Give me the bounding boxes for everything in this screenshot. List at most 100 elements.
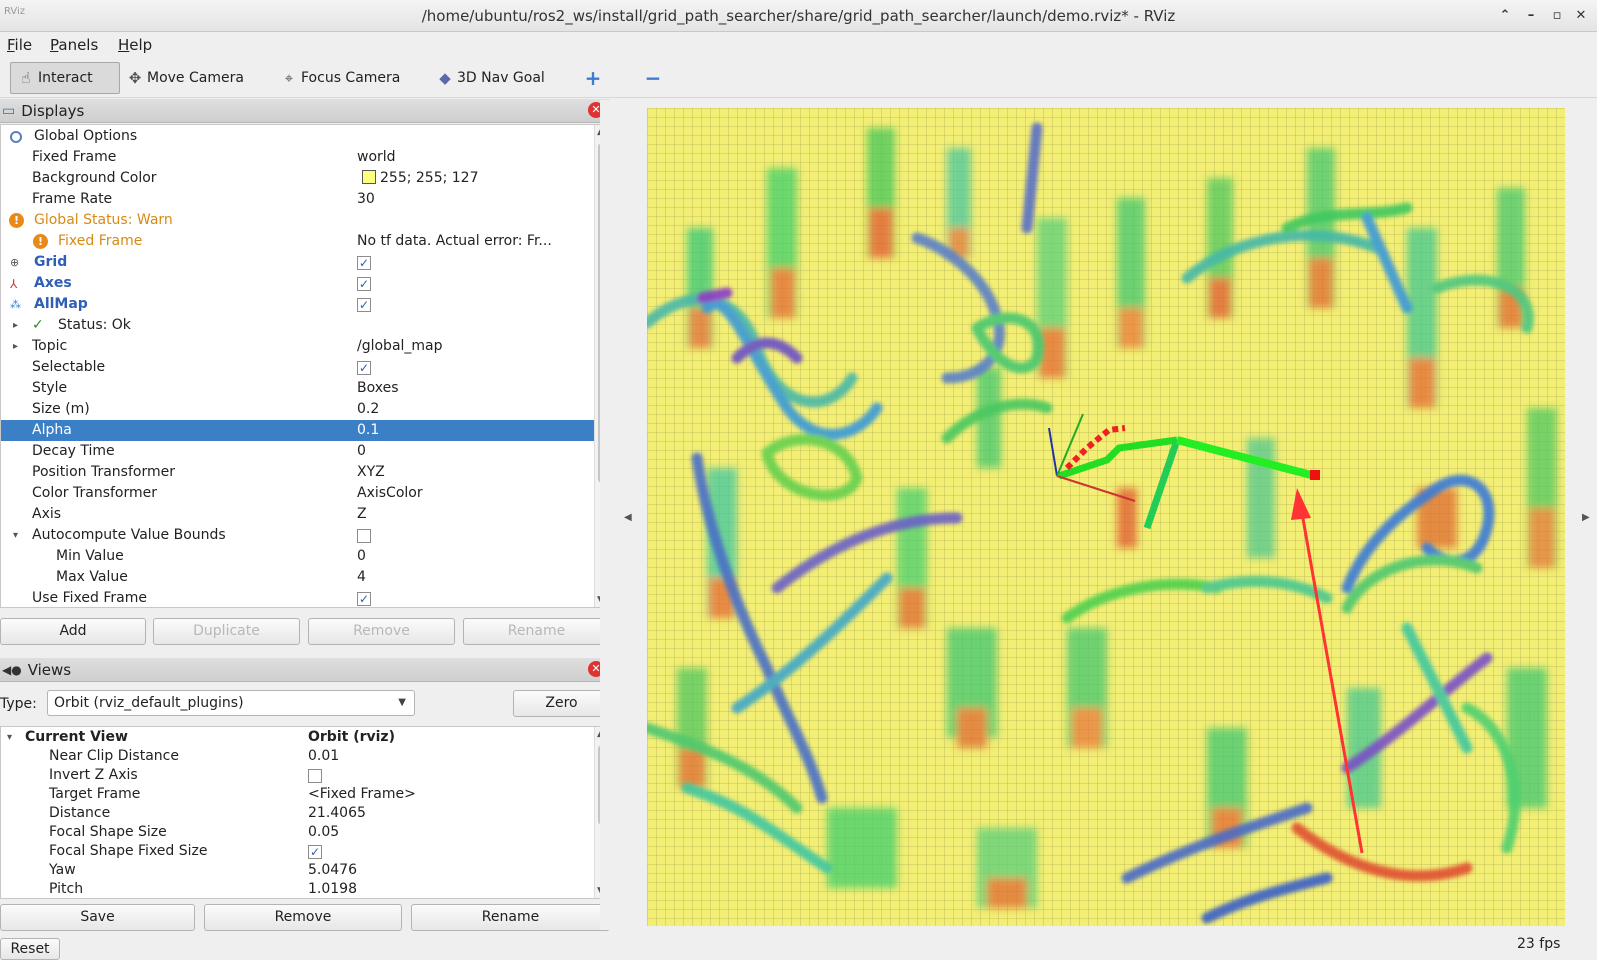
remove-view-button[interactable]: Remove bbox=[204, 904, 402, 931]
tree-row-size[interactable]: Size (m) 0.2 bbox=[32, 401, 380, 417]
planned-path bbox=[1048, 413, 1320, 530]
tree-row-use-fixed-frame[interactable]: Use Fixed Frame ✓ bbox=[32, 590, 371, 606]
reset-button[interactable]: Reset bbox=[0, 938, 60, 960]
tree-row-frame-rate[interactable]: Frame Rate 30 bbox=[32, 191, 375, 207]
tree-row-min-value[interactable]: Min Value 0 bbox=[56, 548, 366, 564]
tree-row-allmap[interactable]: ⁂ AllMap ✓ bbox=[10, 296, 371, 312]
warning-icon: ! bbox=[33, 234, 48, 249]
invert-z-checkbox[interactable] bbox=[308, 769, 322, 783]
tree-row-autocompute[interactable]: ▾ Autocompute Value Bounds bbox=[1, 525, 595, 546]
view-type-label: Type: bbox=[0, 696, 37, 712]
menu-file[interactable]: File bbox=[7, 36, 33, 54]
obstacle-columns bbox=[677, 128, 1557, 908]
grid-enabled-checkbox[interactable]: ✓ bbox=[357, 256, 371, 270]
collapse-arrow-icon[interactable]: ▾ bbox=[13, 530, 19, 541]
remove-tool-button[interactable]: − bbox=[638, 62, 671, 94]
save-view-button[interactable]: Save bbox=[0, 904, 195, 931]
camera-icon: ◀● bbox=[2, 662, 22, 677]
nav-goal-tool-button[interactable]: ◆ 3D Nav Goal bbox=[430, 62, 551, 94]
tree-row-invert-z[interactable]: Invert Z Axis bbox=[1, 766, 595, 785]
tree-row-fixed-frame-status[interactable]: ! Fixed Frame No tf data. Actual error: … bbox=[1, 231, 595, 252]
tool-bar: ☝ Interact ✥ Move Camera ⌖ Focus Camera … bbox=[0, 58, 1597, 98]
minimize-button[interactable]: – bbox=[1527, 8, 1535, 23]
3d-scene[interactable] bbox=[647, 108, 1565, 926]
selectable-checkbox[interactable]: ✓ bbox=[357, 361, 371, 375]
tree-row-position-transformer[interactable]: Position Transformer XYZ bbox=[32, 464, 385, 480]
displays-tree: Global Options Fixed Frame world Backgro… bbox=[0, 124, 611, 608]
diamond-icon: ◆ bbox=[439, 69, 451, 87]
collapse-left-arrow-icon[interactable]: ◀ bbox=[624, 512, 632, 523]
tree-row-focal-shape-size[interactable]: Focal Shape Size 0.05 bbox=[49, 824, 340, 840]
tree-row-style[interactable]: Style Boxes bbox=[32, 380, 399, 396]
hand-pointer-icon: ☝ bbox=[21, 69, 31, 87]
tree-row-yaw[interactable]: Yaw 5.0476 bbox=[49, 862, 357, 878]
interact-tool-button[interactable]: ☝ Interact bbox=[10, 62, 120, 94]
tree-row-near-clip[interactable]: Near Clip Distance 0.01 bbox=[49, 748, 340, 764]
move-camera-tool-button[interactable]: ✥ Move Camera bbox=[120, 62, 250, 94]
add-display-button[interactable]: Add bbox=[0, 618, 146, 645]
tree-row-target-frame[interactable]: Target Frame <Fixed Frame> bbox=[49, 786, 416, 802]
allmap-enabled-checkbox[interactable]: ✓ bbox=[357, 298, 371, 312]
tree-row-max-value[interactable]: Max Value 4 bbox=[56, 569, 366, 585]
tree-row-focal-shape-fixed[interactable]: Focal Shape Fixed Size ✓ bbox=[49, 843, 322, 859]
annotation-arrow bbox=[1291, 488, 1364, 854]
views-panel-header: ◀● Views ✕ bbox=[0, 658, 610, 682]
monitor-icon: ▭ bbox=[2, 102, 16, 119]
minus-icon: − bbox=[644, 66, 662, 90]
restore-button[interactable]: ▫ bbox=[1552, 8, 1562, 23]
tree-row-alpha[interactable]: Alpha 0.1 bbox=[1, 420, 595, 441]
tree-row-pitch[interactable]: Pitch 1.0198 bbox=[49, 881, 357, 897]
3d-viewport[interactable] bbox=[647, 108, 1565, 926]
collapse-right-arrow-icon[interactable]: ▶ bbox=[1582, 512, 1590, 523]
remove-display-button[interactable]: Remove bbox=[308, 618, 455, 645]
checkmark-icon: ✓ bbox=[32, 317, 44, 333]
tree-row-status-ok[interactable]: ▸ ✓ Status: Ok bbox=[1, 315, 595, 336]
displays-panel-header: ▭ Displays ✕ bbox=[0, 99, 610, 123]
zero-view-button[interactable]: Zero bbox=[513, 690, 610, 717]
add-tool-button[interactable]: + bbox=[578, 62, 611, 94]
color-swatch[interactable] bbox=[362, 170, 376, 184]
tree-row-current-view[interactable]: ▾ Current View Orbit (rviz) bbox=[7, 729, 395, 745]
point-cloud-icon: ⁂ bbox=[10, 298, 21, 311]
tree-row-topic[interactable]: ▸ Topic /global_map bbox=[1, 336, 595, 357]
tree-row-fixed-frame[interactable]: Fixed Frame world bbox=[32, 149, 396, 165]
tree-row-axes[interactable]: ⅄ Axes ✓ bbox=[10, 275, 371, 291]
tree-row-background-color[interactable]: Background Color 255; 255; 127 bbox=[32, 170, 479, 186]
menu-bar: File Panels Help bbox=[0, 32, 1597, 58]
warning-icon: ! bbox=[9, 213, 24, 228]
dropdown-arrow-icon: ▼ bbox=[398, 697, 406, 708]
tree-row-color-transformer[interactable]: Color Transformer AxisColor bbox=[32, 485, 423, 501]
view-type-select[interactable]: Orbit (rviz_default_plugins) ▼ bbox=[47, 690, 415, 716]
expand-arrow-icon[interactable]: ▸ bbox=[13, 320, 19, 331]
displays-title: Displays bbox=[21, 101, 85, 120]
tree-row-global-options[interactable]: Global Options bbox=[1, 126, 595, 147]
close-window-button[interactable]: ✕ bbox=[1575, 8, 1587, 23]
collapse-arrow-icon[interactable]: ▾ bbox=[7, 732, 13, 743]
axes-enabled-checkbox[interactable]: ✓ bbox=[357, 277, 371, 291]
tree-row-global-status[interactable]: ! Global Status: Warn bbox=[1, 210, 595, 231]
tree-row-grid[interactable]: ⊕ Grid ✓ bbox=[10, 254, 371, 270]
tree-row-distance[interactable]: Distance 21.4065 bbox=[49, 805, 366, 821]
gear-icon bbox=[10, 131, 22, 143]
autocompute-checkbox[interactable] bbox=[357, 529, 371, 543]
expand-arrow-icon[interactable]: ▸ bbox=[13, 341, 19, 352]
focal-fixed-checkbox[interactable]: ✓ bbox=[308, 845, 322, 859]
duplicate-display-button[interactable]: Duplicate bbox=[153, 618, 300, 645]
tree-row-axis[interactable]: Axis Z bbox=[32, 506, 367, 522]
tree-row-selectable[interactable]: Selectable ✓ bbox=[32, 359, 371, 375]
rename-display-button[interactable]: Rename bbox=[463, 618, 610, 645]
move-arrows-icon: ✥ bbox=[128, 69, 142, 87]
menu-help[interactable]: Help bbox=[118, 36, 153, 54]
grid-icon: ⊕ bbox=[10, 256, 20, 269]
maximize-up-icon[interactable]: ⌃ bbox=[1499, 8, 1511, 23]
menu-panels[interactable]: Panels bbox=[50, 36, 99, 54]
rviz-app-icon: RViz bbox=[4, 6, 26, 17]
focus-camera-tool-button[interactable]: ⌖ Focus Camera bbox=[274, 62, 406, 94]
fps-readout: 23 fps bbox=[1517, 936, 1561, 952]
use-fixed-frame-checkbox[interactable]: ✓ bbox=[357, 592, 371, 606]
plus-icon: + bbox=[584, 66, 602, 90]
window-title: /home/ubuntu/ros2_ws/install/grid_path_s… bbox=[421, 7, 1176, 25]
rename-view-button[interactable]: Rename bbox=[411, 904, 610, 931]
tree-row-decay-time[interactable]: Decay Time 0 bbox=[32, 443, 366, 459]
views-title: Views bbox=[27, 660, 72, 679]
